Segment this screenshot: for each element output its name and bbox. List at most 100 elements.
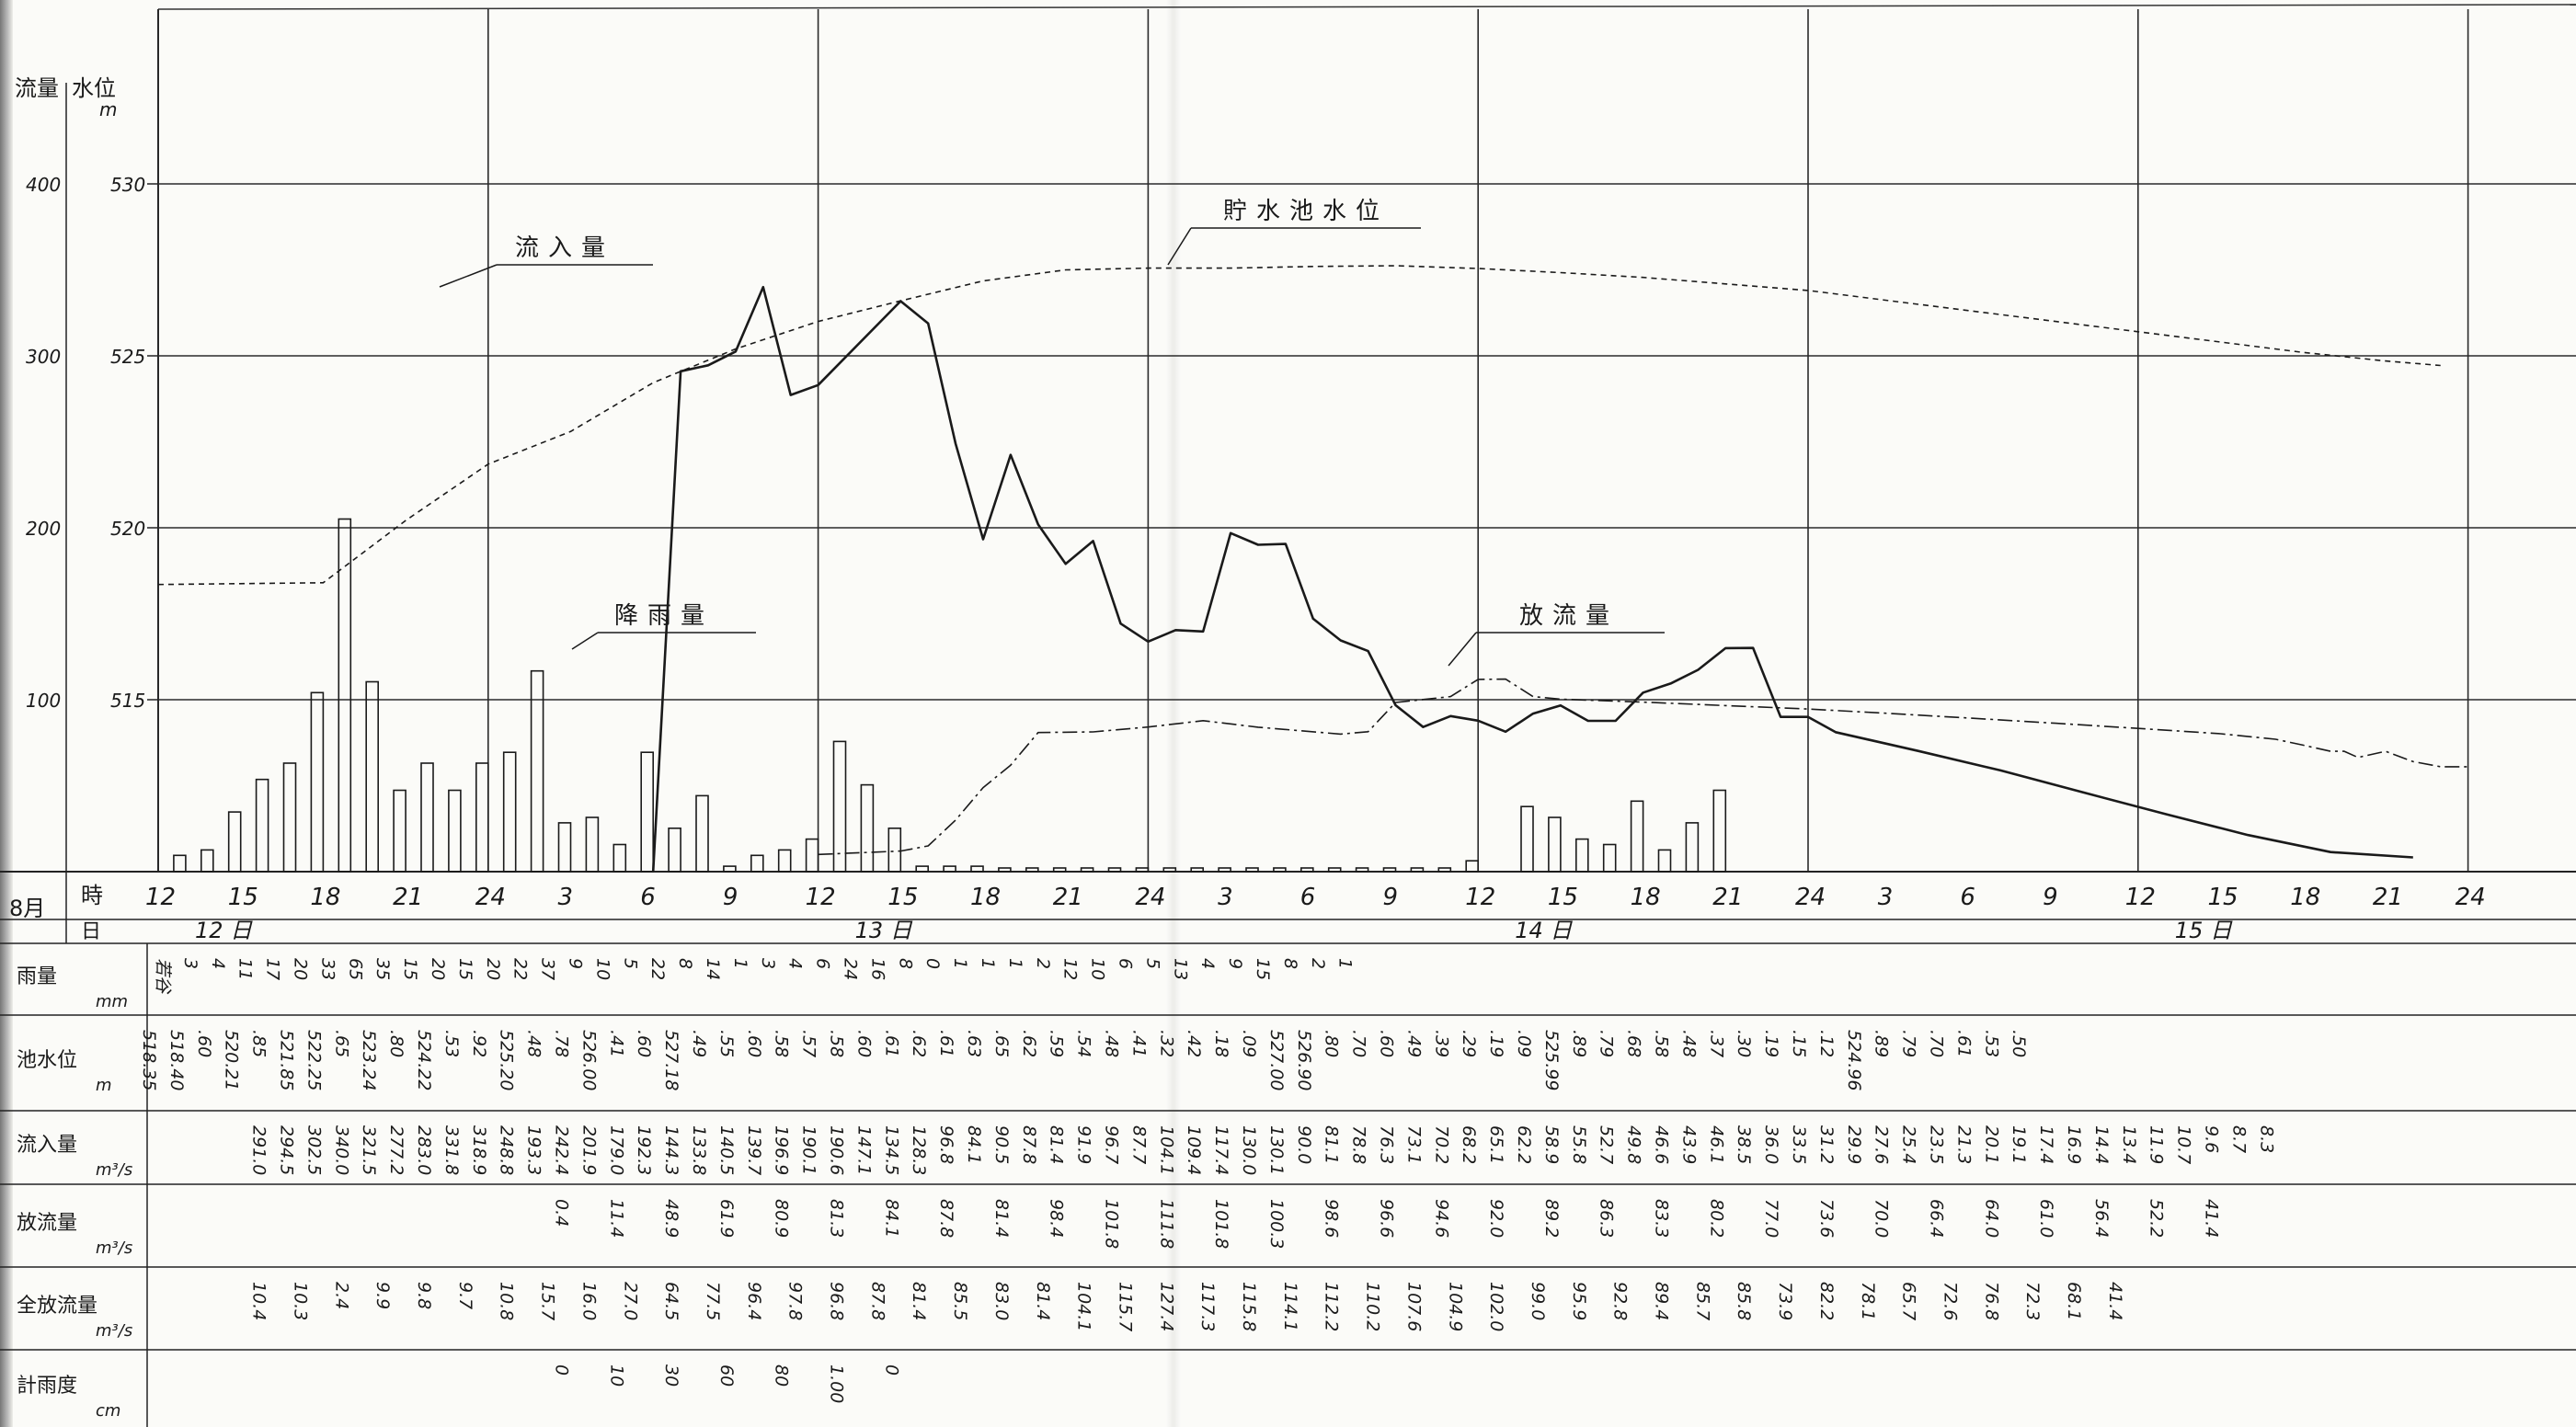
table-cell: 20: [290, 958, 310, 980]
table-cell: 10: [1088, 958, 1108, 980]
table-cell: 190.6: [827, 1125, 847, 1175]
page-fold: [1166, 0, 1181, 1427]
table-row-unit: m³/s: [96, 1321, 132, 1341]
table-cell: .30: [1734, 1030, 1754, 1057]
table-cell: 115.8: [1239, 1282, 1259, 1331]
table-cell: 25.4: [1899, 1125, 1919, 1164]
hour-tick-label: 18: [2290, 884, 2320, 911]
table-cell: 20: [483, 958, 503, 980]
time-axis: 8月 時日 12 15 18 21 24 3 6 9 12 15 18 21 24 3 6 9 12 15 18 21 24…: [0, 872, 2576, 944]
series-callout-label: 降雨量: [614, 602, 714, 630]
table-cell: 30: [661, 1364, 681, 1387]
table-cell: 33: [317, 958, 338, 980]
rainfall-bar: [1190, 867, 1204, 873]
table-cell: 144.3: [661, 1125, 681, 1175]
hour-tick-label: 9: [1383, 884, 1399, 911]
table-cell: 84.1: [881, 1199, 901, 1238]
table-cell: .62: [1019, 1030, 1039, 1057]
table-cell: 58.9: [1541, 1125, 1562, 1164]
table-cell: 340.0: [331, 1125, 351, 1175]
table-cell: 96.4: [744, 1282, 764, 1320]
table-cell: .60: [744, 1030, 764, 1057]
table-cell: 31.2: [1816, 1125, 1837, 1164]
table-cell: 15: [455, 958, 475, 980]
table-cell: 11.4: [606, 1199, 626, 1238]
hour-tick-label: 24: [475, 884, 506, 911]
table-row-label: 計雨度: [17, 1375, 77, 1398]
table-cell: .61: [1953, 1030, 1974, 1057]
table-cell: 46.1: [1706, 1125, 1726, 1164]
table-cell: 130.1: [1266, 1125, 1287, 1175]
table-cell: 8: [895, 958, 915, 969]
table-cell: 8: [1280, 958, 1300, 969]
rainfall-bar: [695, 794, 709, 873]
table-cell: .61: [881, 1030, 901, 1057]
rainfall-bar: [557, 822, 572, 873]
rainfall-bar: [365, 680, 380, 873]
table-cell: 84.1: [964, 1125, 984, 1164]
table-cell: 19.1: [2009, 1125, 2029, 1164]
table-cell: 81.4: [909, 1282, 929, 1320]
level-tick-label: 525: [110, 346, 145, 368]
rainfall-bar: [613, 843, 627, 873]
table-cell: 0: [881, 1364, 901, 1376]
table-cell: 114.1: [1280, 1282, 1300, 1331]
rainfall-bar: [200, 849, 214, 873]
table-cell: 111.8: [1156, 1199, 1176, 1249]
hour-tick-label: 6: [640, 884, 656, 911]
table-cell: 24: [840, 958, 860, 980]
series-callout-label: 流入量: [515, 234, 614, 262]
table-cell: 85.7: [1692, 1282, 1712, 1320]
level-axis-title: 水位: [72, 75, 116, 101]
table-cell: 10.3: [290, 1282, 310, 1320]
table-cell: .37: [1706, 1030, 1726, 1057]
series-line: [818, 678, 2468, 856]
rainfall-bar: [832, 740, 847, 873]
table-cell: 277.2: [386, 1125, 406, 1175]
table-cell: 72.6: [1940, 1282, 1960, 1320]
table-cell: 36.0: [1761, 1125, 1781, 1164]
rainfall-bar: [970, 865, 984, 873]
table-cell: 96.8: [827, 1282, 847, 1320]
hour-tick-label: 3: [1878, 884, 1894, 911]
table-cell: 321.5: [359, 1125, 379, 1175]
table-cell: 107.6: [1403, 1282, 1424, 1331]
hour-tick-label: 12: [806, 884, 836, 911]
day-label: 15 日: [2175, 918, 2233, 943]
level-tick-label: 515: [110, 690, 145, 712]
rainfall-bar: [943, 865, 956, 873]
table-cell: .54: [1074, 1030, 1094, 1057]
table-cell: .89: [1872, 1030, 1892, 1057]
table-cell: 95.9: [1569, 1282, 1589, 1320]
table-cell: 192.3: [634, 1125, 654, 1175]
callout-leader: [1167, 227, 1192, 266]
hour-tick-label: 15: [1548, 884, 1578, 911]
table-cell: 201.9: [578, 1125, 599, 1175]
hour-tick-label: 9: [723, 884, 738, 911]
table-cell: 112.2: [1322, 1282, 1342, 1331]
rainfall-bar: [860, 783, 875, 873]
table-cell: 38.5: [1734, 1125, 1754, 1164]
table-cell: 11.9: [2147, 1125, 2167, 1164]
table-cell: 179.0: [606, 1125, 626, 1175]
rainfall-bar: [1218, 867, 1231, 873]
table-cell: 20: [428, 958, 448, 980]
table-cell: 22: [510, 958, 531, 980]
table-cell: 6: [813, 958, 833, 969]
hour-tick-label: 15: [228, 884, 258, 911]
table-cell: .15: [1789, 1030, 1809, 1057]
rainfall-bar: [1548, 816, 1562, 873]
table-cell: 23.5: [1927, 1125, 1947, 1164]
day-label: 12 日: [195, 918, 253, 943]
table-cell: 96.7: [1102, 1125, 1122, 1164]
table-cell: .18: [1211, 1030, 1231, 1057]
table-cell: 46.6: [1652, 1125, 1672, 1164]
rainfall-bar: [393, 789, 406, 873]
table-cell: 41.4: [2202, 1199, 2222, 1238]
table-cell: 9: [566, 958, 586, 969]
rainfall-bar: [1300, 867, 1314, 873]
table-cell: 56.4: [2091, 1199, 2112, 1238]
series-callout-label: 貯水池水位: [1223, 198, 1389, 225]
table-cell: 90.5: [991, 1125, 1012, 1164]
plot-grid: [0, 4, 2576, 873]
